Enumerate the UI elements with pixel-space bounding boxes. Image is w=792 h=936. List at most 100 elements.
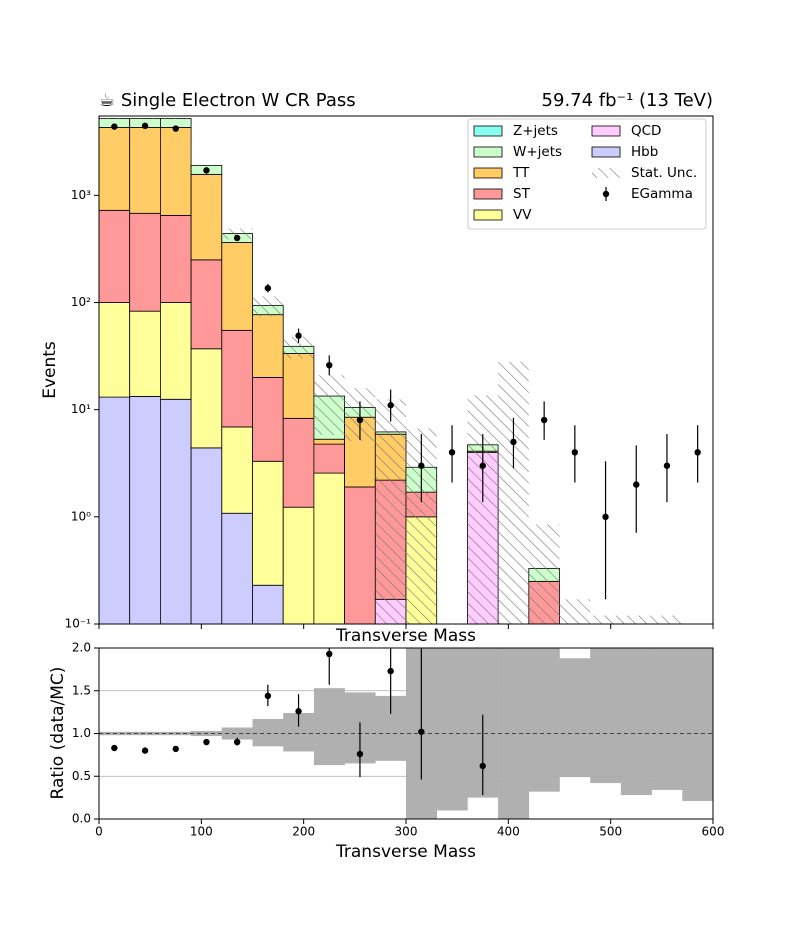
mc-unc-band [528,648,560,792]
stat-unc-band [620,615,652,624]
ratio-point [326,650,333,658]
y-axis-label: Events [40,341,60,399]
mc-unc-band [313,688,345,766]
legend-swatch [473,125,503,137]
x-tick-label: 300 [395,825,418,839]
chart-title: ☕ Single Electron W CR Pass [99,90,356,111]
stat-unc-band [191,164,222,167]
ratio-point [111,744,118,752]
mc-unc-band [651,648,683,790]
stack-bar [129,310,161,397]
legend-swatch [473,209,503,221]
ratio-point [356,750,364,758]
stack-bar [99,396,131,624]
stack-bar [99,209,131,303]
ratio-point [479,762,486,770]
stack-bar [313,443,345,474]
lumi-label: 59.74 fb⁻¹ (13 TeV) [542,90,713,111]
stack-bar [252,584,284,624]
stack-bar [344,486,376,624]
stack-bar [129,212,161,312]
ratio-point [387,667,394,675]
legend-label: VV [513,207,532,223]
x-tick-label: 0 [95,825,103,839]
ratio-x-axis-label: Transverse Mass [335,842,476,862]
legend-swatch [473,146,503,158]
stat-unc-band [559,599,591,624]
legend-label: TT [512,165,530,181]
y-tick-label: 2.0 [72,641,91,655]
legend-swatch [591,125,621,137]
x-tick-label: 200 [292,825,315,839]
stack-bar [313,438,345,445]
stack-bar [159,214,192,303]
y-tick-label: 1.5 [72,683,91,697]
stat-unc-band [467,395,499,624]
stat-unc-band [99,118,130,120]
stack-bar [99,302,131,398]
data-point [510,438,517,446]
x-tick-label: 400 [497,825,520,839]
stack-bar [159,302,192,400]
mc-unc-band [620,648,652,796]
stack-bar [159,127,192,216]
data-point [633,481,640,488]
stat-unc-band [375,399,406,624]
legend-label: ST [513,186,531,202]
ratio-point [295,708,302,715]
stack-bar [221,512,253,624]
ratio-point [264,692,272,700]
stat-unc-band [283,336,314,359]
stack-bar [282,353,315,419]
ratio-point [203,738,210,746]
x-tick-label: 100 [190,825,213,839]
data-point [264,284,272,292]
legend-label: W+jets [513,144,562,160]
stack-bar [282,417,315,508]
stat-unc-band [160,118,192,120]
y-tick-label: 10⁻¹ [65,617,92,631]
mc-unc-band [682,648,713,802]
y-tick-label: 0.5 [72,769,91,783]
data-point [203,167,210,174]
y-tick-label: 1.0 [72,726,91,740]
legend-label: QCD [631,123,661,139]
data-point [448,449,456,456]
ratio-point [141,747,149,754]
data-point [602,513,609,521]
legend-label: Hbb [631,144,658,160]
data-point [326,361,333,369]
data-point [172,125,179,132]
data-point [356,416,364,424]
stat-unc-band [498,361,529,624]
data-point [233,234,241,242]
ratio-point [172,745,179,753]
stack-bar [129,127,161,214]
legend-swatch [592,168,620,178]
data-point [418,462,425,469]
ratio-area [99,648,713,819]
ratio-point [418,728,425,735]
plot-area [99,118,701,624]
legend-box [467,118,707,230]
legend-swatch [591,146,621,158]
stack-bar [190,348,223,449]
data-point [111,123,118,130]
data-point [540,416,548,424]
stat-unc-band [129,118,161,120]
data-point [141,122,149,130]
legend-label: EGamma [631,186,693,202]
stack-bar [221,329,253,428]
legend-label: Z+jets [513,123,558,139]
stat-unc-band [313,375,345,436]
x-tick-label: 500 [599,825,622,839]
stack-bar [129,395,161,624]
stack-bar [221,242,253,331]
stack-bar [313,472,345,624]
data-point [479,462,486,469]
stack-bar [252,460,284,586]
stack-bar [221,426,253,514]
data-point [571,449,579,456]
data-point [295,332,302,339]
